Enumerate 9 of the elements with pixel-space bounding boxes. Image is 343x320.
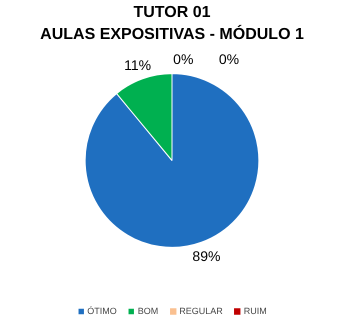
legend-label: REGULAR <box>179 306 223 316</box>
text: 0% <box>173 50 194 67</box>
legend-label: ÓTIMO <box>87 306 117 316</box>
data-label: 89% <box>192 248 220 264</box>
data-label: 11% <box>124 56 152 73</box>
text: 0% <box>218 50 240 67</box>
legend-label: BOM <box>138 306 158 316</box>
chart-title: TUTOR 01 AULAS EXPOSITIVAS - MÓDULO 1 <box>40 4 304 43</box>
legend-label: RUIM <box>244 306 267 316</box>
